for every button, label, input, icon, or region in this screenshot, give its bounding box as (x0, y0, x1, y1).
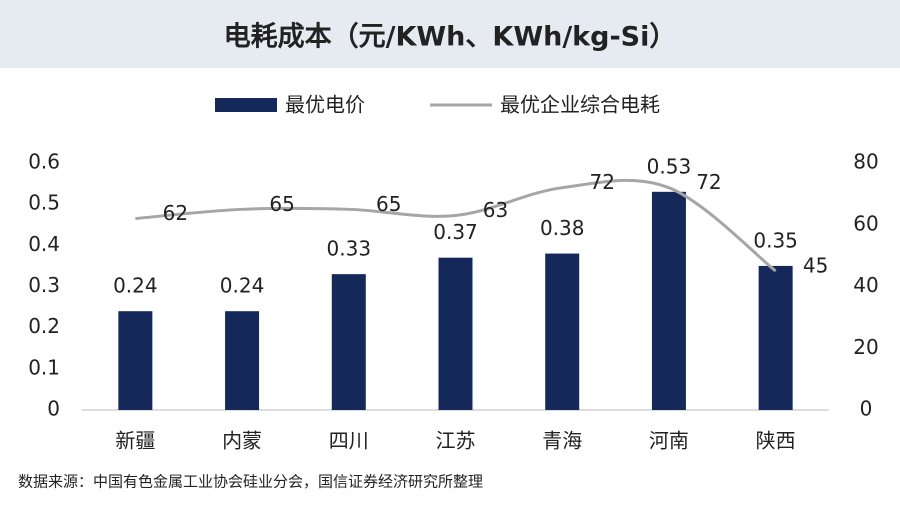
y2-tick-label: 40 (853, 273, 878, 297)
line-value-label: 63 (483, 198, 508, 222)
y-tick-label: 0.5 (28, 191, 60, 215)
bar (438, 257, 473, 410)
x-tick-label: 河南 (649, 429, 689, 453)
bar-value-label: 0.37 (433, 220, 478, 244)
line-value-label: 72 (589, 170, 614, 194)
y2-tick-label: 80 (853, 150, 878, 174)
y-tick-label: 0.4 (28, 232, 60, 256)
bar-value-label: 0.24 (113, 274, 158, 298)
legend-swatch (215, 98, 277, 112)
line-value-label: 65 (269, 192, 294, 216)
x-tick-label: 新疆 (115, 429, 155, 453)
legend-label: 最优企业综合电耗 (500, 93, 660, 117)
line-series (135, 178, 777, 273)
bar (545, 253, 580, 410)
x-tick-label: 四川 (329, 429, 369, 453)
bar (225, 311, 260, 410)
bar-value-label: 0.38 (540, 216, 585, 240)
title-band (0, 0, 900, 68)
x-tick-label: 陕西 (756, 429, 796, 453)
line-value-label: 65 (376, 192, 401, 216)
legend-label: 最优电价 (285, 93, 365, 117)
chart-title: 电耗成本（元/KWh、KWh/kg-Si） (224, 22, 677, 53)
y-tick-label: 0.6 (28, 150, 60, 174)
source-note: 数据来源：中国有色金属工业协会硅业分会，国信证券经济研究所整理 (18, 473, 483, 491)
y2-tick-label: 60 (853, 211, 878, 235)
line-value-label: 62 (163, 201, 188, 225)
y2-tick-label: 0 (860, 397, 873, 421)
y-tick-label: 0.3 (28, 273, 60, 297)
bar-value-label: 0.53 (647, 154, 692, 178)
bar-value-label: 0.33 (327, 237, 372, 261)
line-value-label: 72 (696, 170, 721, 194)
y2-tick-label: 20 (853, 335, 878, 359)
y-tick-label: 0.1 (28, 355, 60, 379)
bar (651, 191, 686, 410)
bar (331, 274, 366, 410)
x-tick-label: 内蒙 (222, 429, 262, 453)
bar (758, 265, 793, 410)
line-value-label: 45 (803, 254, 828, 278)
bar (118, 311, 153, 410)
x-tick-label: 江苏 (436, 429, 476, 453)
bar-value-label: 0.24 (220, 274, 265, 298)
y-tick-label: 0 (47, 397, 60, 421)
bar-value-label: 0.35 (753, 228, 798, 252)
y-tick-label: 0.2 (28, 314, 60, 338)
x-tick-label: 青海 (542, 429, 582, 453)
